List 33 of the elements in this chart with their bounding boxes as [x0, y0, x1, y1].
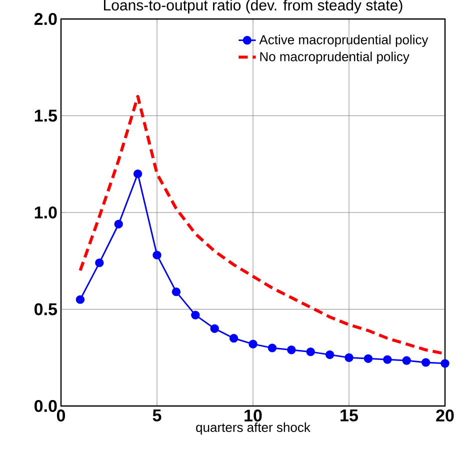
x-tick-label: 10: [244, 410, 262, 422]
point: [152, 250, 162, 260]
point: [229, 334, 238, 343]
point: [172, 287, 181, 296]
x-tick-label: 0: [56, 410, 66, 422]
y-tick-label: 1.0: [34, 206, 57, 219]
point: [210, 324, 219, 333]
point: [76, 295, 85, 304]
point: [287, 346, 296, 354]
x-tick-label: 20: [436, 410, 454, 422]
legend-label: Active macroprudential policy: [259, 34, 428, 47]
point: [114, 220, 123, 228]
x-tick-label: 5: [152, 410, 162, 422]
point: [306, 347, 315, 356]
point: [133, 169, 142, 178]
point: [402, 356, 411, 365]
y-tick-label: 2.0: [34, 12, 57, 26]
y-tick-label: 0.0: [34, 400, 57, 412]
y-tick-label: 0.5: [34, 303, 57, 316]
point: [344, 353, 354, 362]
point: [421, 358, 430, 367]
x-axis-title: quarters after shock: [196, 422, 310, 435]
point: [364, 354, 373, 363]
legend-label: No macroprudential policy: [260, 52, 410, 64]
point: [268, 344, 277, 352]
point: [95, 258, 104, 268]
x-tick-label: 15: [340, 410, 358, 422]
point: [325, 350, 334, 360]
point: [440, 359, 450, 368]
point: [191, 310, 200, 320]
point: [383, 355, 392, 364]
point: [248, 340, 258, 348]
y-tick-label: 1.5: [34, 110, 57, 122]
